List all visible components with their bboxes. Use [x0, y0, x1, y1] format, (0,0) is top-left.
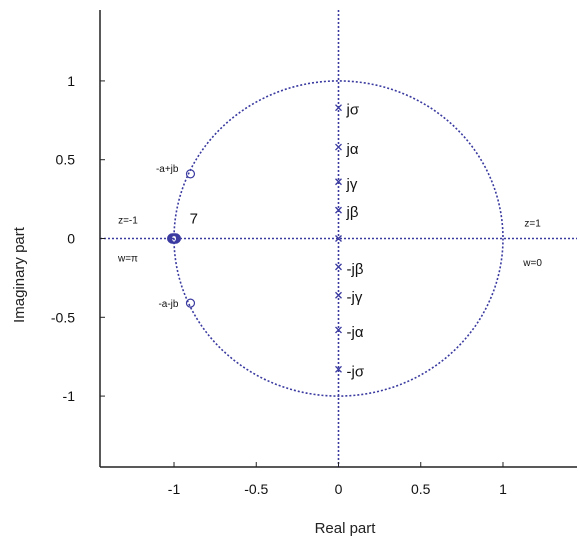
pole-x-stroke [335, 365, 342, 373]
pole-label: jσ [346, 102, 360, 119]
y-tick-label: 0.5 [56, 152, 76, 168]
y-axis-label: Imaginary part [11, 226, 28, 323]
pole-label: -jα [347, 324, 364, 341]
multiple-zero-marker [170, 233, 182, 244]
x-tick-label: 0 [335, 481, 343, 497]
annotation-label: 7 [190, 211, 198, 228]
pole-label: jα [346, 141, 359, 158]
annotation-label: w=π [117, 253, 138, 264]
pole-x-stroke [335, 291, 342, 299]
pole-label: jγ [346, 176, 358, 193]
x-tick-label: -1 [168, 481, 181, 497]
x-tick-label: -0.5 [244, 481, 268, 497]
pole-label: -jβ [347, 261, 364, 278]
x-axis-label: Real part [315, 520, 377, 537]
pole-x-stroke [335, 235, 342, 242]
pole-marker [335, 291, 342, 299]
pole-x-stroke [335, 206, 342, 214]
y-tick-label: 1 [67, 73, 75, 89]
y-tick-label: -1 [63, 388, 76, 404]
zero-marker [185, 169, 196, 179]
pole-marker [335, 263, 342, 271]
pole-x-stroke [335, 263, 342, 271]
zero-label: -a+jb [156, 164, 179, 175]
pole-label: -jγ [347, 289, 363, 306]
pole-x-stroke [335, 326, 342, 334]
x-tick-label: 1 [499, 481, 507, 497]
pole-marker [335, 235, 342, 242]
pole-label: -jσ [347, 363, 365, 380]
pole-label: jβ [346, 204, 359, 221]
chart-marks: jσ jα jγ jβ -jβ -jγ -jα -jσ -a+jb -a-jb [156, 102, 365, 381]
pole-marker [335, 104, 342, 112]
annotation-label: z=-1 [118, 216, 138, 227]
pole-marker [335, 178, 342, 186]
zero-label: -a-jb [158, 299, 178, 310]
annotations: z=-1 w=π 7 z=1 w=0 [117, 211, 542, 270]
annotation-label: w=0 [522, 258, 542, 269]
pole-marker [335, 143, 342, 151]
pole-marker [335, 365, 342, 373]
unit-circle [173, 80, 504, 397]
x-tick-label: 0.5 [411, 481, 431, 497]
pole-marker [335, 326, 342, 334]
zero-marker [185, 298, 196, 308]
y-tick-label: 0 [67, 231, 75, 247]
annotation-label: z=1 [524, 219, 541, 230]
tick-labels: -1 -0.5 0 0.5 1 1 0.5 0 -0.5 -1 [51, 73, 507, 497]
pole-marker [335, 206, 342, 214]
y-tick-label: -0.5 [51, 309, 75, 325]
pole-x-stroke [335, 104, 342, 112]
pole-x-stroke [335, 178, 342, 186]
pole-x-stroke [335, 143, 342, 151]
